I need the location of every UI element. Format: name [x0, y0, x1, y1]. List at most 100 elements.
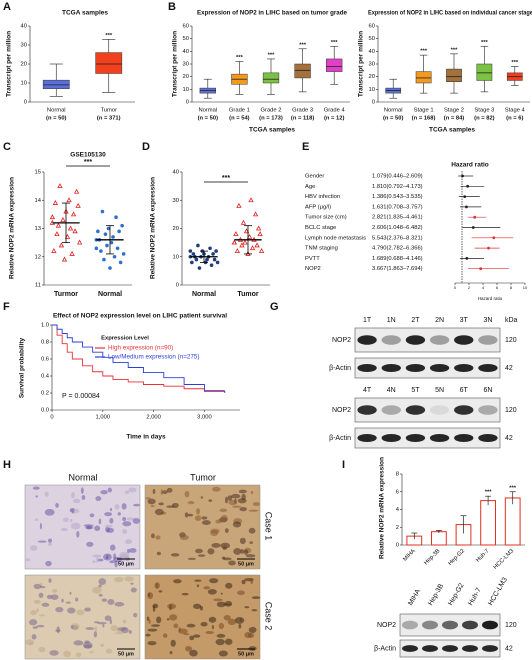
point: [49, 214, 56, 220]
tissue-detail: [145, 633, 151, 637]
tissue-detail: [30, 609, 37, 616]
tissue-detail: [200, 496, 204, 499]
y-tick-label: 13: [35, 226, 41, 232]
significance: ***: [268, 52, 276, 58]
point: [209, 263, 214, 268]
point: [215, 260, 220, 265]
box: [446, 68, 462, 82]
y-axis-label: Transcript per million: [358, 31, 365, 97]
sample-size: (n = 173): [259, 116, 283, 122]
hazard-ratio-point: [471, 226, 475, 229]
tissue-detail: [109, 560, 116, 564]
y-tick-label: 12: [35, 254, 41, 260]
panel-label: I: [342, 459, 345, 471]
significance: ***: [420, 49, 428, 55]
tissue-detail: [185, 645, 193, 652]
kda-label: 120: [505, 337, 517, 344]
x-tick-label: 0: [50, 415, 53, 421]
point: [105, 243, 109, 248]
bar: [431, 531, 447, 546]
tissue-detail: [69, 508, 75, 513]
sample-size: (n = 168): [412, 116, 436, 122]
tissue-detail: [215, 519, 222, 524]
tissue-detail: [92, 554, 102, 558]
tissue-detail: [52, 589, 58, 593]
tissue-detail: [162, 633, 168, 638]
tissue-detail: [133, 612, 138, 618]
point: [102, 257, 106, 262]
point: [103, 232, 108, 236]
blot-band: [482, 620, 498, 630]
tissue-detail: [218, 650, 228, 657]
tissue-detail: [222, 557, 232, 561]
row-label: NOP2: [332, 337, 351, 344]
point: [234, 248, 241, 253]
tissue-detail: [40, 586, 46, 589]
tissue-detail: [89, 651, 94, 654]
tissue-detail: [197, 554, 206, 557]
tissue-detail: [109, 544, 116, 551]
point: [73, 188, 80, 194]
tissue-detail: [122, 517, 127, 522]
tissue-detail: [94, 625, 98, 633]
row-label: NOP2: [377, 622, 396, 629]
tissue-detail: [146, 616, 150, 621]
tissue-detail: [209, 578, 219, 584]
x-tick-label: 10: [523, 285, 528, 290]
tissue-detail: [36, 624, 45, 628]
tissue-detail: [154, 582, 160, 589]
scale-bar-label: 50 μm: [118, 561, 134, 567]
tissue-detail: [166, 487, 173, 493]
bar: [480, 500, 496, 546]
tissue-detail: [238, 624, 242, 629]
point: [114, 215, 118, 219]
sample-size: (n = 371): [97, 116, 121, 122]
y-tick-label: 0.2: [41, 391, 49, 397]
hazard-ratio-label: 5.543(2.376–8.321): [372, 235, 423, 241]
tissue-detail: [89, 513, 95, 518]
x-axis-label: TCGA samples: [429, 127, 475, 134]
blot-band: [429, 405, 450, 415]
point: [52, 200, 59, 205]
tissue-detail: [251, 609, 258, 612]
tissue-detail: [29, 545, 38, 551]
blot-band: [478, 335, 498, 345]
tissue-detail: [83, 524, 94, 527]
kda-label: 42: [505, 645, 513, 652]
row-label: Case 2: [264, 602, 274, 631]
blot-band: [381, 405, 401, 415]
tissue-detail: [218, 622, 225, 630]
tissue-detail: [81, 495, 86, 501]
tissue-detail: [109, 619, 112, 625]
y-tick-label: 60: [183, 24, 189, 30]
lane-label: 1N: [387, 317, 396, 324]
chart-title: Expression of NOP2 in LIHC based on indi…: [368, 10, 532, 17]
tissue-detail: [130, 587, 137, 593]
x-tick-label: 0: [454, 285, 457, 290]
blot-band: [482, 645, 498, 652]
chart-title: Expression of NOP2 in LIHC based on tumo…: [197, 10, 347, 17]
tissue-detail: [222, 546, 227, 550]
tissue-detail: [216, 633, 226, 638]
chart-title: GSE105130: [70, 152, 106, 159]
hazard-ratio-point: [492, 236, 496, 240]
tissue-detail: [151, 624, 161, 627]
point: [246, 233, 253, 239]
tissue-detail: [75, 597, 79, 602]
tissue-detail: [98, 518, 102, 525]
y-tick-label: 15: [35, 170, 41, 176]
annotation: P = 0.00084: [62, 393, 100, 400]
tissue-detail: [207, 588, 217, 595]
blot-band: [422, 645, 438, 652]
y-axis-label: Relative NOP2 mRNA expression: [9, 177, 16, 279]
tissue-detail: [250, 490, 254, 495]
x-tick-label: 4: [482, 285, 485, 290]
tissue-detail: [207, 548, 215, 555]
x-tick-label: 2,000: [146, 415, 161, 421]
chart-title: TCGA samples: [62, 10, 108, 17]
column-label: Tumor: [190, 472, 216, 482]
tissue-detail: [208, 616, 217, 623]
y-tick-label: 30: [369, 62, 375, 68]
x-tick-label: Hep-3B: [423, 548, 441, 566]
row-label: AFP (μg/l): [305, 204, 331, 210]
